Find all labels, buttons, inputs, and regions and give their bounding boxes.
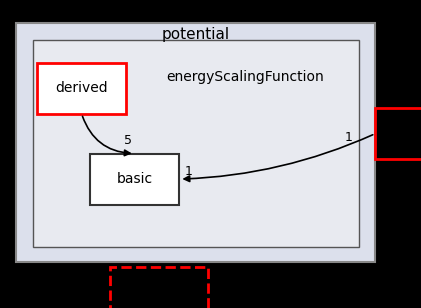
Text: 1: 1 (345, 132, 353, 144)
Text: 5: 5 (125, 134, 133, 147)
Text: 1: 1 (184, 165, 192, 179)
Bar (33, 40, 359, 247)
Bar (37, 63, 126, 114)
Bar (90, 153, 179, 205)
Bar (375, 108, 421, 159)
Bar (16, 23, 375, 261)
Text: derived: derived (55, 81, 108, 95)
Text: potential: potential (162, 26, 230, 42)
Bar (110, 267, 208, 308)
Text: energyScalingFunction: energyScalingFunction (166, 70, 324, 84)
Text: basic: basic (117, 172, 153, 186)
